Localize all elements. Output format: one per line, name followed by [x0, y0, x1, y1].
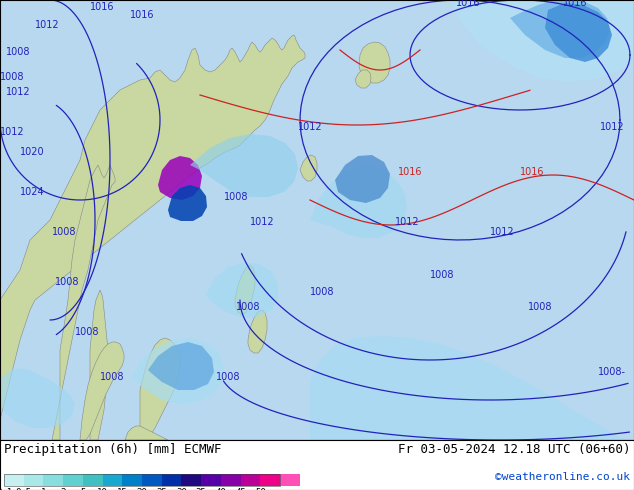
Bar	[63, 474, 83, 486]
Text: 5: 5	[80, 488, 86, 490]
Text: 1008: 1008	[430, 270, 455, 280]
Polygon shape	[168, 185, 207, 221]
Polygon shape	[52, 165, 115, 440]
Text: 1008-: 1008-	[598, 367, 626, 377]
Bar	[201, 474, 221, 486]
Polygon shape	[545, 3, 612, 62]
Text: 1008: 1008	[310, 287, 335, 297]
Polygon shape	[510, 0, 610, 58]
Bar	[181, 474, 201, 486]
Text: 25: 25	[157, 488, 167, 490]
Bar	[162, 474, 181, 486]
Polygon shape	[235, 265, 255, 315]
Text: 1008: 1008	[6, 47, 30, 57]
Text: 1012: 1012	[0, 127, 25, 137]
Text: 1016: 1016	[398, 167, 422, 177]
Text: 45: 45	[235, 488, 246, 490]
Text: 1008: 1008	[216, 372, 240, 382]
Text: 1008: 1008	[75, 327, 100, 337]
Text: 1016: 1016	[130, 10, 155, 20]
Text: 0.5: 0.5	[16, 488, 32, 490]
Polygon shape	[0, 35, 305, 440]
Text: 40: 40	[216, 488, 226, 490]
Text: 20: 20	[136, 488, 147, 490]
Text: 0.1: 0.1	[0, 488, 12, 490]
Text: 1016: 1016	[90, 2, 115, 12]
Text: 1008: 1008	[236, 302, 260, 312]
Bar	[83, 474, 103, 486]
Bar	[142, 474, 162, 486]
Text: 35: 35	[196, 488, 207, 490]
Text: 2: 2	[60, 488, 66, 490]
Polygon shape	[335, 155, 390, 203]
Bar	[221, 474, 240, 486]
Polygon shape	[310, 336, 634, 440]
Text: 1012: 1012	[600, 122, 624, 132]
Text: 30: 30	[176, 488, 187, 490]
Text: 1012: 1012	[250, 217, 275, 227]
Text: 1016: 1016	[563, 0, 587, 8]
Text: 1008: 1008	[527, 302, 552, 312]
Polygon shape	[125, 426, 168, 440]
Bar	[4, 474, 23, 486]
Text: 1012: 1012	[35, 20, 60, 30]
Polygon shape	[205, 262, 278, 318]
Text: 50: 50	[255, 488, 266, 490]
Bar	[122, 474, 142, 486]
Polygon shape	[130, 338, 224, 404]
Text: 1016: 1016	[456, 0, 480, 8]
Polygon shape	[450, 0, 634, 82]
Text: 1024: 1024	[20, 187, 44, 197]
Text: 1008: 1008	[224, 192, 249, 202]
Text: ©weatheronline.co.uk: ©weatheronline.co.uk	[495, 472, 630, 482]
Text: 1008: 1008	[100, 372, 124, 382]
Text: 1012: 1012	[490, 227, 515, 237]
Text: 1008: 1008	[0, 72, 25, 82]
Text: 1012: 1012	[395, 217, 420, 227]
Polygon shape	[310, 166, 407, 238]
Polygon shape	[158, 156, 202, 200]
Polygon shape	[148, 342, 214, 390]
Text: 1012: 1012	[6, 87, 30, 97]
Polygon shape	[300, 155, 317, 181]
Polygon shape	[90, 290, 108, 440]
Bar	[240, 474, 261, 486]
Bar	[23, 474, 43, 486]
Bar	[43, 474, 63, 486]
Text: 1: 1	[41, 488, 46, 490]
Polygon shape	[359, 42, 390, 83]
Polygon shape	[140, 338, 180, 440]
Text: Fr 03-05-2024 12.18 UTC (06+60): Fr 03-05-2024 12.18 UTC (06+60)	[398, 443, 630, 456]
Bar	[103, 474, 122, 486]
Bar	[280, 474, 300, 486]
Polygon shape	[355, 70, 371, 88]
Polygon shape	[0, 368, 75, 428]
Text: Precipitation (6h) [mm] ECMWF: Precipitation (6h) [mm] ECMWF	[4, 443, 221, 456]
Text: 1012: 1012	[298, 122, 322, 132]
Text: 10: 10	[97, 488, 108, 490]
Text: 1016: 1016	[520, 167, 545, 177]
Polygon shape	[190, 134, 298, 197]
Polygon shape	[280, 474, 298, 486]
Polygon shape	[80, 342, 124, 440]
Text: 1020: 1020	[20, 147, 44, 157]
Text: 15: 15	[117, 488, 127, 490]
Text: 1008: 1008	[55, 277, 79, 287]
Text: 1008: 1008	[52, 227, 77, 237]
Bar	[4, 474, 280, 486]
Polygon shape	[248, 310, 267, 353]
Bar	[261, 474, 280, 486]
